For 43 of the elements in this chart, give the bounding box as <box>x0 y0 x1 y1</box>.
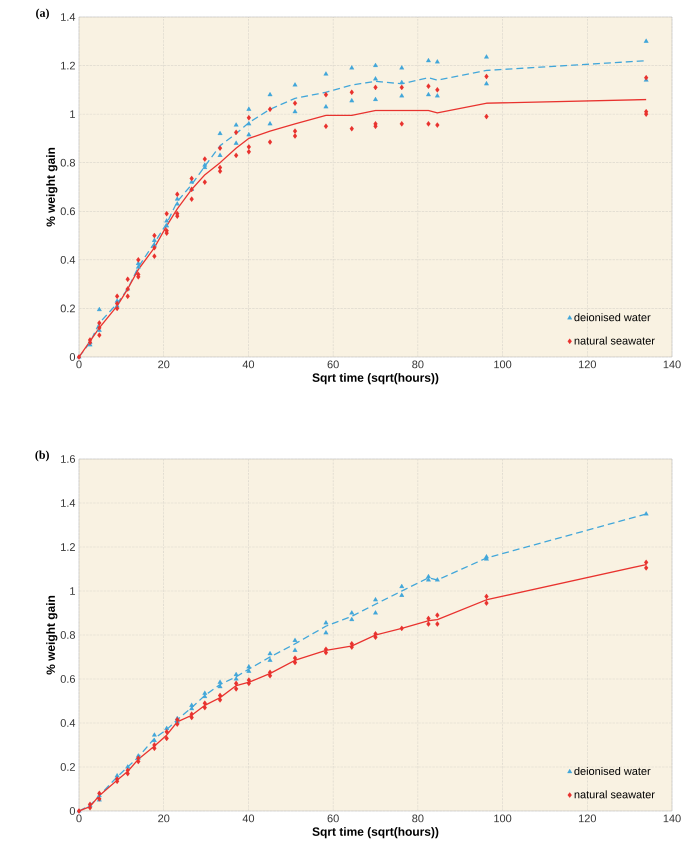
y-tick-label: 1.2 <box>61 543 75 551</box>
legend-label: deionised water <box>574 313 650 322</box>
x-tick-label: 120 <box>578 814 596 822</box>
y-tick-label: 0.4 <box>60 719 76 727</box>
x-tick-label: 40 <box>242 814 254 822</box>
y-tick-label: 0 <box>70 353 76 361</box>
x-tick-label: 40 <box>242 360 254 368</box>
x-tick-label: 120 <box>578 360 596 368</box>
y-tick-label: 0.2 <box>60 763 75 771</box>
y-tick-label: 0 <box>70 807 76 815</box>
legend-label: natural seawater <box>574 790 655 798</box>
x-axis-title: Sqrt time (sqrt(hours)) <box>312 373 438 384</box>
chart-title: (a) <box>36 8 49 20</box>
y-tick-label: 1.6 <box>61 455 75 463</box>
x-tick-label: 80 <box>412 360 424 368</box>
x-tick-label: 0 <box>76 814 82 822</box>
x-tick-label: 0 <box>76 360 82 368</box>
y-tick-label: 0.8 <box>60 158 75 167</box>
y-tick-label: 0.6 <box>60 675 75 683</box>
x-tick-label: 100 <box>494 360 512 368</box>
y-axis-title: % weight gain <box>46 596 58 675</box>
y-tick-label: 0.6 <box>60 207 75 216</box>
y-tick-label: 0.4 <box>60 256 76 264</box>
x-tick-label: 80 <box>412 814 424 822</box>
y-tick-label: 1 <box>70 110 75 118</box>
y-tick-label: 1 <box>70 587 75 595</box>
x-tick-label: 20 <box>158 814 170 822</box>
x-tick-label: 20 <box>158 360 170 368</box>
y-tick-label: 1.4 <box>61 499 76 507</box>
x-axis-title: Sqrt time (sqrt(hours)) <box>312 827 438 838</box>
x-tick-label: 100 <box>494 814 512 822</box>
y-axis-title: % weight gain <box>46 148 58 227</box>
legend-label: natural seawater <box>574 336 655 345</box>
x-tick-label: 60 <box>328 814 339 822</box>
y-tick-label: 0.8 <box>60 631 75 639</box>
y-tick-label: 1.2 <box>61 62 75 70</box>
x-tick-label: 140 <box>664 360 681 368</box>
x-tick-label: 60 <box>328 360 339 368</box>
y-tick-label: 0.2 <box>60 304 75 312</box>
x-tick-label: 140 <box>664 814 681 822</box>
chart-title: (b) <box>35 450 49 462</box>
y-tick-label: 1.4 <box>61 13 76 21</box>
legend-label: deionised water <box>574 766 650 775</box>
